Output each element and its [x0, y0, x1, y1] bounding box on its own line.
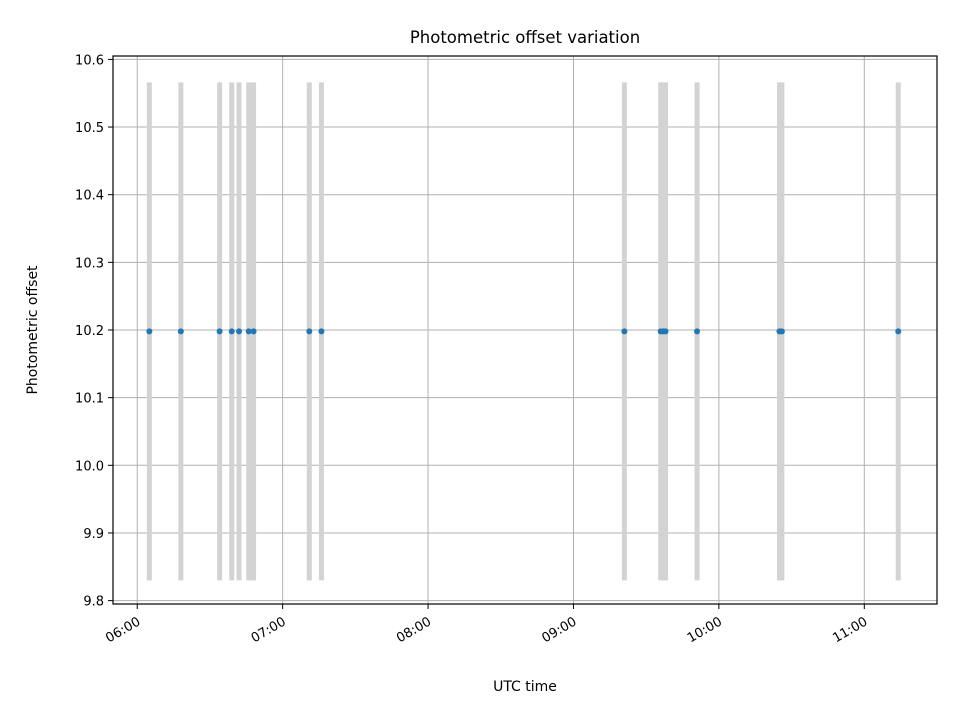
- data-point: [216, 328, 223, 335]
- y-tick-label: 10.5: [75, 121, 104, 136]
- y-tick-label: 10.4: [75, 189, 104, 204]
- data-point: [245, 328, 252, 335]
- data-point: [250, 328, 257, 335]
- y-tick-label: 9.9: [83, 527, 104, 542]
- x-axis-label: UTC time: [493, 679, 557, 695]
- y-tick-label: 10.3: [75, 256, 104, 271]
- data-point: [694, 328, 701, 335]
- data-point: [778, 328, 785, 335]
- data-point: [146, 328, 153, 335]
- data-point: [236, 328, 243, 335]
- data-point: [895, 328, 902, 335]
- data-point: [662, 328, 669, 335]
- y-axis-label: Photometric offset: [25, 265, 41, 395]
- data-points: [146, 328, 902, 335]
- y-tick-label: 10.0: [75, 459, 104, 474]
- y-tick-label: 10.2: [75, 324, 104, 339]
- y-tick-label: 10.6: [75, 53, 104, 68]
- data-point: [306, 328, 313, 335]
- data-point: [228, 328, 235, 335]
- y-tick-label: 9.8: [83, 595, 104, 610]
- data-point: [318, 328, 325, 335]
- y-tick-label: 10.1: [75, 392, 104, 407]
- data-point: [621, 328, 628, 335]
- chart-title: Photometric offset variation: [410, 28, 640, 47]
- y-axis-ticks: 9.8 9.9 10.0 10.1 10.2 10.3 10.4 10.5 10.6: [75, 53, 113, 610]
- data-point: [177, 328, 184, 335]
